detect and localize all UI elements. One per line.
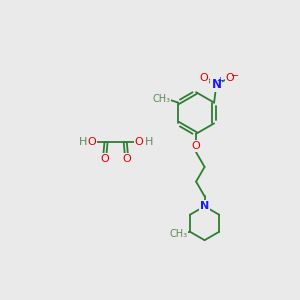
Text: O: O	[135, 137, 143, 147]
Text: O: O	[192, 141, 200, 151]
Text: N: N	[212, 78, 221, 91]
Text: O: O	[199, 73, 208, 83]
Text: +: +	[216, 76, 223, 85]
Text: O: O	[100, 154, 109, 164]
Text: N: N	[200, 201, 209, 211]
Text: CH₃: CH₃	[152, 94, 170, 104]
Text: O: O	[225, 73, 234, 83]
Text: −: −	[231, 71, 239, 81]
Text: CH₃: CH₃	[169, 229, 188, 239]
Text: H: H	[145, 137, 153, 147]
Text: O: O	[88, 137, 97, 147]
Text: O: O	[122, 154, 131, 164]
Text: H: H	[78, 137, 87, 147]
